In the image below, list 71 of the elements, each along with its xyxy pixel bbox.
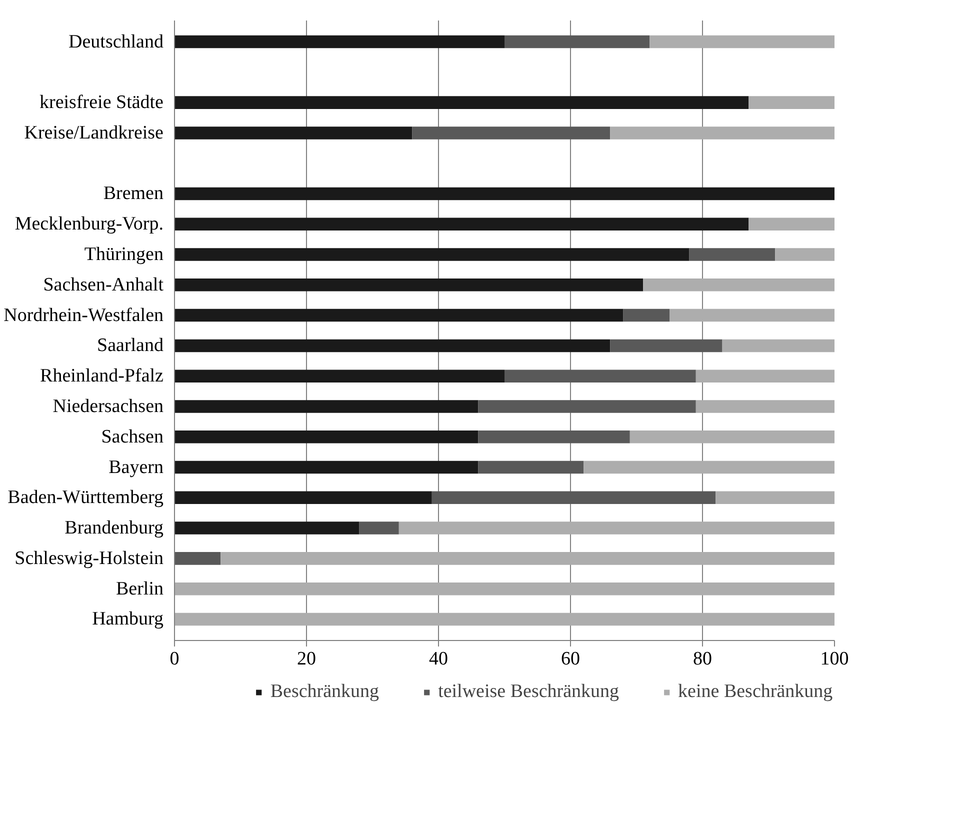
bar	[174, 400, 478, 413]
bar	[689, 248, 776, 261]
bar	[174, 308, 624, 322]
bar	[174, 126, 412, 140]
y-tick-label: Rheinland-Pfalz	[40, 366, 164, 387]
bar	[174, 612, 834, 626]
bar	[650, 35, 834, 48]
y-tick-label: Schleswig-Holstein	[14, 548, 164, 569]
bar	[174, 187, 834, 200]
y-tick-label: Bayern	[108, 456, 164, 478]
bar	[174, 522, 360, 534]
bar	[478, 400, 696, 413]
bar	[696, 400, 834, 413]
y-tick-label: Hamburg	[92, 608, 164, 630]
bar	[174, 460, 478, 474]
bar	[432, 491, 716, 504]
bar	[174, 218, 749, 231]
bar	[174, 35, 504, 48]
bar	[610, 126, 834, 140]
y-tick-label: Berlin	[116, 578, 164, 600]
bar	[696, 370, 834, 382]
bar	[359, 522, 399, 534]
x-tick-label: 60	[561, 648, 580, 670]
x-tick-label: 80	[693, 648, 712, 670]
bar	[775, 248, 834, 261]
bar	[584, 460, 834, 474]
legend-label: teilweise Beschränkung	[438, 681, 620, 703]
y-tick-label: Kreise/Landkreise	[24, 122, 164, 144]
bar	[722, 339, 834, 352]
bar	[478, 460, 584, 474]
x-tick-label: 20	[297, 648, 316, 670]
bar	[220, 552, 834, 565]
x-tick-label: 40	[429, 648, 448, 670]
y-tick-label: Deutschland	[68, 31, 164, 52]
bar	[630, 430, 834, 444]
y-tick-label: Brandenburg	[64, 518, 164, 539]
bar	[748, 96, 834, 109]
bar	[748, 218, 834, 231]
bar	[174, 96, 749, 109]
y-tick-label: Sachsen-Anhalt	[43, 274, 164, 296]
bar	[610, 339, 722, 352]
bar	[174, 430, 478, 444]
bar	[174, 582, 834, 596]
bar	[623, 308, 670, 322]
legend-label: keine Beschränkung	[678, 681, 833, 703]
bar	[412, 126, 610, 140]
y-tick-label: Niedersachsen	[52, 396, 164, 417]
x-tick-label: 100	[820, 648, 849, 670]
legend-label: Beschränkung	[270, 681, 380, 703]
x-tick-label: 0	[170, 648, 180, 670]
y-tick-label: kreisfreie Städte	[40, 92, 164, 114]
y-tick-label: Nordrhein-Westfalen	[4, 304, 164, 326]
bar	[174, 491, 432, 504]
bar	[478, 430, 630, 444]
bar	[174, 552, 221, 565]
y-tick-label: Bremen	[103, 183, 164, 204]
bar	[398, 522, 834, 534]
y-tick-label: Thüringen	[84, 244, 164, 266]
bar	[716, 491, 834, 504]
bar	[174, 248, 690, 261]
bar	[504, 370, 696, 382]
bar	[174, 339, 610, 352]
bar	[174, 370, 504, 382]
bar	[670, 308, 834, 322]
y-tick-label: Baden-Württemberg	[8, 487, 164, 508]
y-tick-label: Sachsen	[101, 426, 164, 448]
y-tick-label: Saarland	[97, 335, 164, 356]
bar	[504, 35, 650, 48]
bar	[643, 278, 834, 292]
y-tick-label: Mecklenburg-Vorp.	[14, 214, 164, 235]
bar	[174, 278, 644, 292]
